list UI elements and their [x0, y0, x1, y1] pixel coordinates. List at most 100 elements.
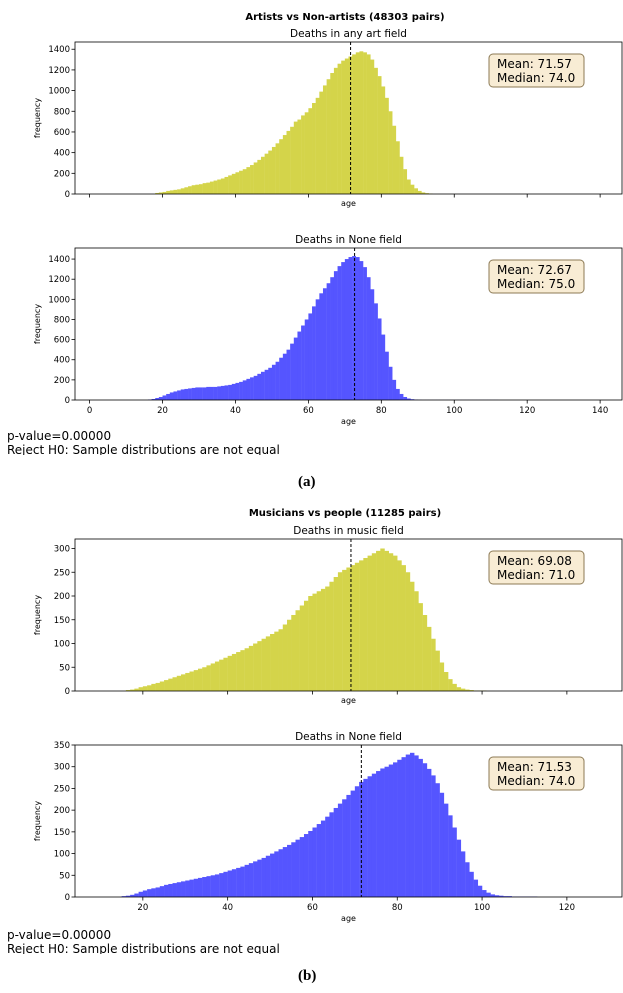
histogram-bar [231, 869, 237, 897]
y-tick-label: 250 [54, 784, 70, 794]
histogram-bar [337, 803, 343, 897]
histogram-bar [198, 387, 203, 400]
histogram-bar [395, 388, 400, 400]
histogram-bar [286, 130, 291, 194]
histogram-panels: Deaths in any art field02004006008001000… [33, 28, 623, 923]
histogram-bar [188, 186, 192, 194]
histogram-bar [257, 373, 262, 400]
histogram-bar [159, 886, 165, 897]
histogram-bar [403, 396, 408, 400]
histogram-bar [235, 172, 240, 194]
histogram-bar [166, 393, 171, 400]
histogram-bar [246, 378, 251, 400]
histogram-bar [359, 560, 364, 692]
histogram-bar [209, 386, 214, 400]
histogram-bar [253, 861, 258, 897]
histogram-bar [166, 190, 171, 194]
histogram-bar [355, 257, 360, 400]
histogram-bar [180, 188, 185, 194]
histogram-bar [344, 58, 349, 194]
histogram-bar [456, 687, 462, 691]
histogram-bar [197, 668, 203, 691]
histogram-bar [181, 881, 186, 897]
histogram-bar [376, 550, 381, 692]
histogram-bar [388, 366, 393, 400]
histogram-bar [210, 663, 216, 691]
histogram-bar [265, 855, 271, 897]
subplot-title: Deaths in None field [295, 731, 402, 743]
histogram-bar [414, 755, 419, 897]
histogram-bar [274, 851, 279, 897]
histogram-bar [460, 851, 466, 897]
histogram-bar [422, 615, 428, 691]
y-tick-label: 150 [54, 828, 70, 838]
histogram-bar [376, 771, 381, 897]
histogram-bar [287, 844, 292, 897]
histogram-bar [329, 581, 334, 691]
x-axis-label: age [341, 199, 356, 208]
histogram-bar [304, 112, 309, 194]
histogram-bar [193, 878, 199, 897]
histogram-bar [253, 162, 258, 194]
subplot-title: Deaths in None field [295, 234, 402, 246]
histogram-bar [322, 85, 327, 194]
x-tick-label: 140 [592, 406, 608, 416]
histogram-bar [236, 867, 241, 897]
y-tick-label: 0 [65, 893, 70, 903]
histogram-bar [393, 555, 398, 692]
histogram-bar [417, 190, 422, 194]
histogram-bar [384, 550, 389, 692]
histogram-bar [422, 763, 428, 897]
histogram-bar [384, 351, 389, 400]
histogram-bar [312, 593, 317, 692]
histogram-bar [260, 156, 265, 194]
histogram-bar [202, 877, 207, 897]
histogram-bar [290, 126, 294, 194]
y-tick-label: 400 [54, 149, 70, 159]
histogram-bar [473, 879, 479, 897]
histogram-bar [173, 189, 178, 194]
histogram-bar [418, 758, 423, 897]
histogram-bar [214, 661, 220, 691]
histogram-bar [206, 182, 211, 194]
histogram-bar [350, 790, 356, 897]
histogram-bar [138, 687, 144, 691]
histogram-bar [228, 384, 233, 400]
histogram-bar [235, 382, 240, 400]
histogram-bar [414, 188, 418, 194]
histogram-bar [333, 67, 338, 194]
y-axis-label: frequency [33, 801, 42, 841]
histogram-bar [217, 386, 222, 400]
y-tick-label: 800 [54, 315, 70, 325]
histogram-bar [388, 553, 394, 691]
histogram-bar [406, 179, 411, 194]
histogram-bar [287, 619, 292, 691]
histogram-bar [151, 398, 156, 400]
histogram-bar [191, 387, 196, 400]
y-tick-label: 400 [54, 356, 70, 366]
histogram-bar [397, 759, 402, 897]
histogram-bar [308, 313, 313, 400]
histogram-bar [348, 257, 353, 400]
stats-box-background [488, 53, 585, 88]
y-tick-label: 1200 [48, 66, 70, 76]
histogram-bar [342, 569, 347, 692]
histogram-bar [219, 659, 224, 691]
histogram-bar [329, 812, 334, 897]
histogram-bar [158, 396, 163, 400]
histogram-bar [326, 79, 331, 194]
histogram-bar [469, 871, 474, 897]
x-tick-label: 120 [559, 903, 575, 913]
x-tick-label: 40 [222, 903, 233, 913]
histogram-bar [282, 135, 287, 194]
histogram-bar [388, 764, 394, 897]
histogram-bar [172, 883, 177, 897]
histogram-bar [264, 369, 269, 400]
histogram-bar [439, 792, 445, 897]
histogram-bar [367, 776, 373, 897]
histogram-bar [308, 108, 313, 194]
histogram-bar [264, 153, 269, 194]
histogram-bar [180, 389, 185, 400]
histogram-bar [405, 572, 411, 691]
